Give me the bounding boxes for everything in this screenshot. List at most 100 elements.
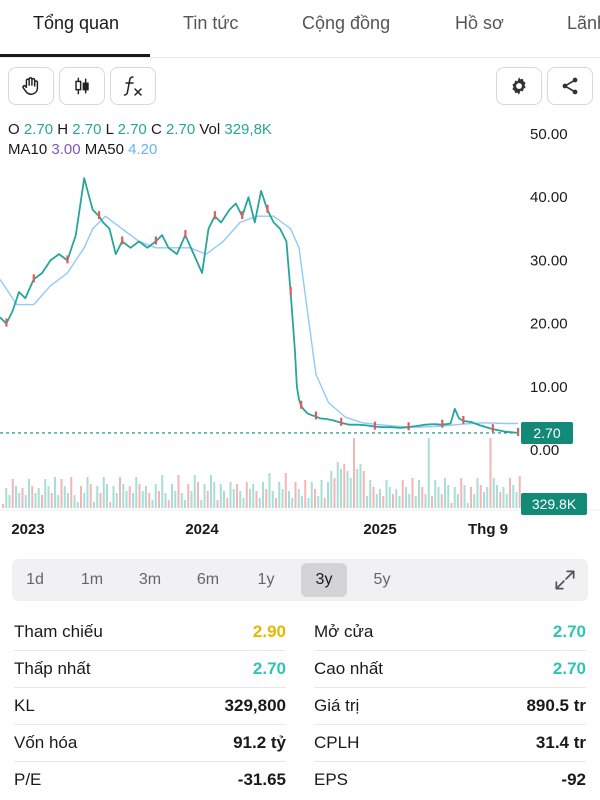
volume-bar — [294, 482, 297, 508]
low-value: 2.70 — [117, 121, 147, 138]
function-icon — [123, 76, 142, 96]
range-5y-button[interactable]: 5y — [373, 571, 391, 588]
volume-bar — [405, 487, 407, 508]
volume-bar — [307, 498, 310, 508]
last-volume-tag: 329.8K — [521, 493, 587, 515]
tab-leadership[interactable]: Lãnh — [567, 13, 600, 33]
candle-mark — [97, 211, 101, 220]
volume-bar — [70, 477, 73, 508]
candle-mark — [154, 236, 158, 245]
volume-bar — [255, 491, 258, 508]
stat-value: 329,800 — [224, 696, 286, 715]
candle-mark — [289, 287, 292, 295]
volume-bar — [60, 479, 63, 508]
stat-label: EPS — [314, 770, 349, 789]
volume-bar — [323, 498, 326, 508]
range-6m-button[interactable]: 6m — [196, 571, 220, 588]
volume-bar — [24, 495, 27, 508]
volume-bar — [310, 482, 313, 508]
volume-bar — [180, 493, 183, 508]
ma10-label: MA10 — [8, 141, 48, 158]
stat-label: Mở cửa — [314, 622, 374, 641]
stat-value: 91.2 tỷ — [233, 733, 286, 752]
volume-bar — [414, 496, 417, 508]
volume-bar — [80, 486, 82, 508]
volume-bar — [37, 488, 40, 508]
stat-value: 2.90 — [252, 622, 286, 641]
stat-value: 2.70 — [252, 659, 286, 678]
stat-open: Mở cửa 2.70 — [314, 614, 586, 651]
volume-bar — [151, 500, 154, 508]
volume-bar — [145, 486, 147, 508]
volume-bar — [356, 469, 359, 508]
settings-button[interactable] — [496, 67, 542, 105]
volume-bar — [171, 484, 173, 508]
volume-bar — [262, 482, 264, 508]
volume-bars — [2, 438, 521, 508]
range-3m-button[interactable]: 3m — [138, 571, 162, 588]
volume-bar — [479, 485, 482, 508]
tab-profile[interactable]: Hồ sơ — [455, 13, 504, 33]
hand-icon — [22, 77, 39, 95]
indicator-button[interactable] — [110, 67, 156, 105]
volume-bar — [206, 491, 209, 508]
volume-bar — [119, 477, 121, 508]
share-button[interactable] — [547, 67, 593, 105]
volume-bar — [177, 475, 180, 508]
volume-bar — [297, 489, 300, 508]
share-icon — [562, 77, 578, 95]
volume-bar — [265, 489, 268, 508]
range-1m-button[interactable]: 1m — [80, 571, 104, 588]
stat-label: Cao nhất — [314, 659, 383, 678]
expand-icon[interactable] — [552, 567, 578, 593]
open-label: O — [8, 121, 20, 138]
volume-bar — [271, 491, 274, 508]
stat-shares-outstanding: CPLH 31.4 tr — [314, 725, 586, 762]
y-tick-label: 0.00 — [530, 442, 559, 459]
volume-bar — [200, 500, 203, 508]
volume-bar — [148, 493, 151, 508]
volume-bar — [50, 493, 53, 508]
volume-bar — [242, 498, 245, 508]
volume-bar — [141, 491, 144, 508]
range-3y-button[interactable]: 3y — [301, 563, 347, 597]
stat-value-traded: Giá trị 890.5 tr — [314, 688, 586, 725]
volume-bar — [281, 489, 284, 508]
hand-tool-button[interactable] — [8, 67, 54, 105]
volume-bar — [453, 487, 456, 508]
y-tick-label: 50.00 — [530, 126, 568, 143]
candle-mark — [66, 255, 69, 264]
range-1d-button[interactable]: 1d — [26, 571, 44, 588]
chart-type-button[interactable] — [59, 67, 105, 105]
volume-bar — [102, 477, 105, 508]
volume-bar — [421, 487, 424, 508]
volume-bar — [509, 478, 511, 508]
stat-value: 31.4 tr — [535, 733, 586, 752]
volume-bar — [28, 479, 30, 508]
volume-bar — [31, 486, 34, 508]
volume-bar — [505, 494, 508, 508]
volume-bar — [492, 478, 495, 508]
volume-bar — [431, 496, 433, 508]
x-tick-label: 2025 — [363, 521, 396, 538]
volume-bar — [392, 494, 394, 508]
volume-bar — [125, 491, 128, 508]
volume-bar — [476, 478, 479, 508]
stat-market-cap: Vốn hóa 91.2 tỷ — [14, 725, 286, 762]
tab-overview[interactable]: Tổng quan — [33, 13, 120, 33]
candle-mark — [373, 421, 377, 430]
volume-bar — [99, 493, 102, 508]
candle-mark — [441, 419, 444, 428]
candle-mark — [517, 427, 520, 436]
range-1y-button[interactable]: 1y — [257, 571, 275, 588]
volume-bar — [128, 486, 131, 508]
volume-bar — [444, 478, 446, 508]
volume-bar — [349, 478, 352, 508]
volume-bar — [8, 495, 11, 508]
tab-community[interactable]: Cộng đồng — [302, 13, 391, 33]
volume-bar — [346, 471, 349, 508]
volume-bar — [93, 502, 95, 508]
candle-mark — [184, 230, 187, 239]
tab-news[interactable]: Tin tức — [183, 13, 239, 33]
